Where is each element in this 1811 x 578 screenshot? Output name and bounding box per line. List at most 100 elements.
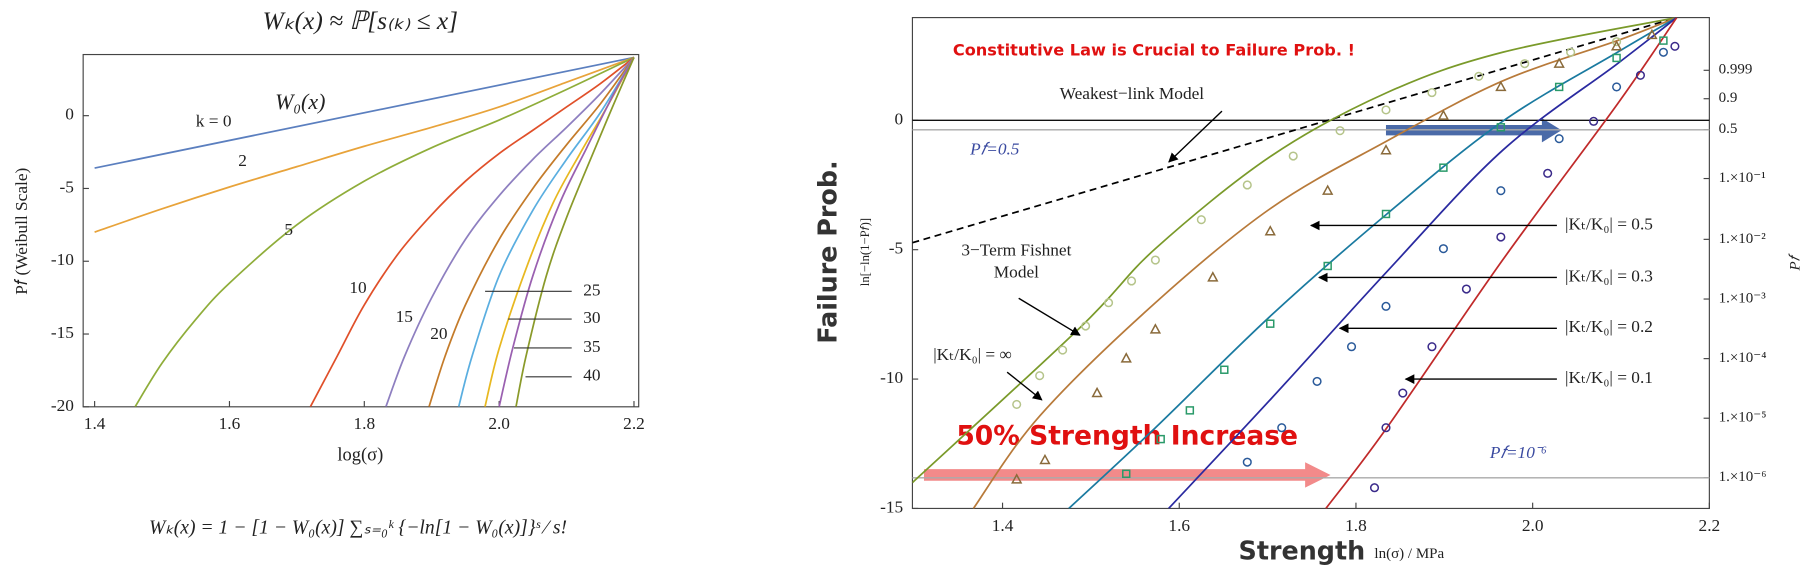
line — [912, 17, 1677, 244]
reference-label: P𝑓=0.5 — [969, 139, 1020, 158]
marker — [1589, 116, 1599, 126]
series-label: |Kₜ/K₀| = ∞ — [933, 345, 1012, 364]
marker — [1659, 36, 1668, 45]
marker — [1288, 151, 1298, 161]
marker — [1346, 342, 1357, 352]
y-tick-label: -15 — [880, 497, 903, 516]
series-label: 10 — [349, 278, 366, 297]
x-tick-label: 1.8 — [1345, 516, 1367, 535]
y2-tick-label: 1.×10⁻² — [1719, 231, 1767, 247]
marker — [1566, 47, 1576, 57]
reference-label: P𝑓=10⁻⁶ — [1489, 443, 1547, 462]
marker — [1612, 82, 1622, 92]
y2-tick-label: 1.×10⁻¹ — [1719, 170, 1766, 186]
series-label: |Kₜ/K₀| = 0.2 — [1565, 317, 1653, 336]
line — [94, 56, 635, 169]
marker — [1035, 371, 1045, 381]
y-axis-label: Failure Prob. — [812, 160, 842, 343]
marker — [1081, 321, 1091, 331]
marker — [1104, 298, 1114, 308]
marker — [1439, 163, 1448, 172]
x-tick-label: 1.4 — [84, 414, 106, 433]
x-tick-label: 1.4 — [992, 516, 1014, 535]
marker — [1398, 388, 1408, 398]
x-tick-label: 2.2 — [623, 414, 645, 433]
x-tick-label: 1.8 — [353, 414, 375, 433]
y-tick-label: -10 — [880, 368, 903, 387]
annotation: 50% Strength Increase — [956, 420, 1298, 451]
marker — [1335, 126, 1345, 136]
marker — [1553, 57, 1565, 68]
line — [1325, 17, 1678, 509]
marker — [1058, 345, 1068, 355]
marker — [1369, 483, 1380, 493]
series-label: 40 — [583, 366, 600, 385]
marker — [1474, 71, 1484, 81]
series-label: 3−Term Fishnet Model — [961, 241, 1072, 283]
y-axis-label: P𝑓 (Weibull Scale) — [12, 168, 31, 295]
x-tick-label: 2.0 — [488, 414, 510, 433]
plot-area — [94, 56, 635, 407]
series-label: 25 — [583, 280, 600, 299]
y-tick-label: -5 — [59, 177, 73, 196]
marker — [1322, 184, 1334, 195]
annotation: Constitutive Law is Crucial to Failure P… — [953, 41, 1355, 60]
series-label-box: 3−Term Fishnet Model — [961, 241, 1072, 283]
y-axis-sublabel: ln[−ln(1−P𝑓)] — [858, 218, 872, 286]
marker — [1120, 352, 1132, 363]
line — [498, 57, 635, 407]
marker — [1381, 423, 1391, 433]
marker — [1520, 59, 1530, 69]
leader-arrow — [1018, 297, 1081, 336]
marker — [1277, 423, 1287, 433]
marker — [1554, 134, 1564, 144]
marker — [1091, 386, 1103, 398]
marker — [1381, 105, 1391, 115]
marker — [1242, 457, 1252, 467]
marker — [1427, 88, 1437, 98]
marker — [1266, 319, 1275, 328]
plot-area — [912, 17, 1680, 509]
marker — [1323, 261, 1332, 271]
x-axis-label: log(σ) — [337, 445, 383, 466]
line — [972, 17, 1677, 509]
leader-arrow — [1168, 110, 1223, 163]
y-tick-label: -20 — [51, 396, 74, 415]
line — [385, 56, 635, 407]
series-label: 30 — [583, 308, 600, 327]
marker — [1612, 53, 1621, 63]
marker — [1312, 376, 1322, 386]
marker — [1381, 301, 1391, 311]
line — [94, 56, 635, 233]
line — [515, 57, 635, 407]
marker — [1011, 473, 1023, 484]
y-tick-label: -5 — [889, 239, 903, 258]
marker — [1126, 276, 1137, 286]
marker — [1156, 434, 1165, 444]
marker — [1461, 284, 1471, 294]
y-tick-label: 0 — [65, 105, 74, 124]
y2-tick-label: 1.×10⁻³ — [1719, 290, 1767, 306]
left-title: Wₖ(x) ≈ ℙ[s₍ₖ₎ ≤ x] — [263, 7, 458, 35]
y2-tick-label: 0.999 — [1719, 62, 1753, 78]
line — [428, 56, 635, 407]
marker — [1612, 37, 1622, 47]
series-label: 35 — [583, 337, 600, 356]
leader-arrow — [1006, 371, 1043, 401]
marker — [1380, 144, 1392, 155]
marker — [1207, 271, 1219, 282]
series-label: |Kₜ/K₀| = 0.1 — [1565, 368, 1653, 387]
line — [912, 17, 1677, 484]
series-label: 2 — [238, 151, 247, 170]
series-label: |Kₜ/K₀| = 0.5 — [1565, 214, 1653, 233]
marker — [1149, 323, 1162, 334]
shift-arrow — [923, 462, 1331, 488]
marker — [1012, 399, 1022, 409]
marker — [1039, 453, 1051, 465]
y-tick-label: -15 — [51, 323, 74, 342]
line — [457, 57, 635, 407]
marker — [1496, 186, 1506, 196]
y2-tick-label: 1.×10⁻⁴ — [1719, 350, 1767, 366]
